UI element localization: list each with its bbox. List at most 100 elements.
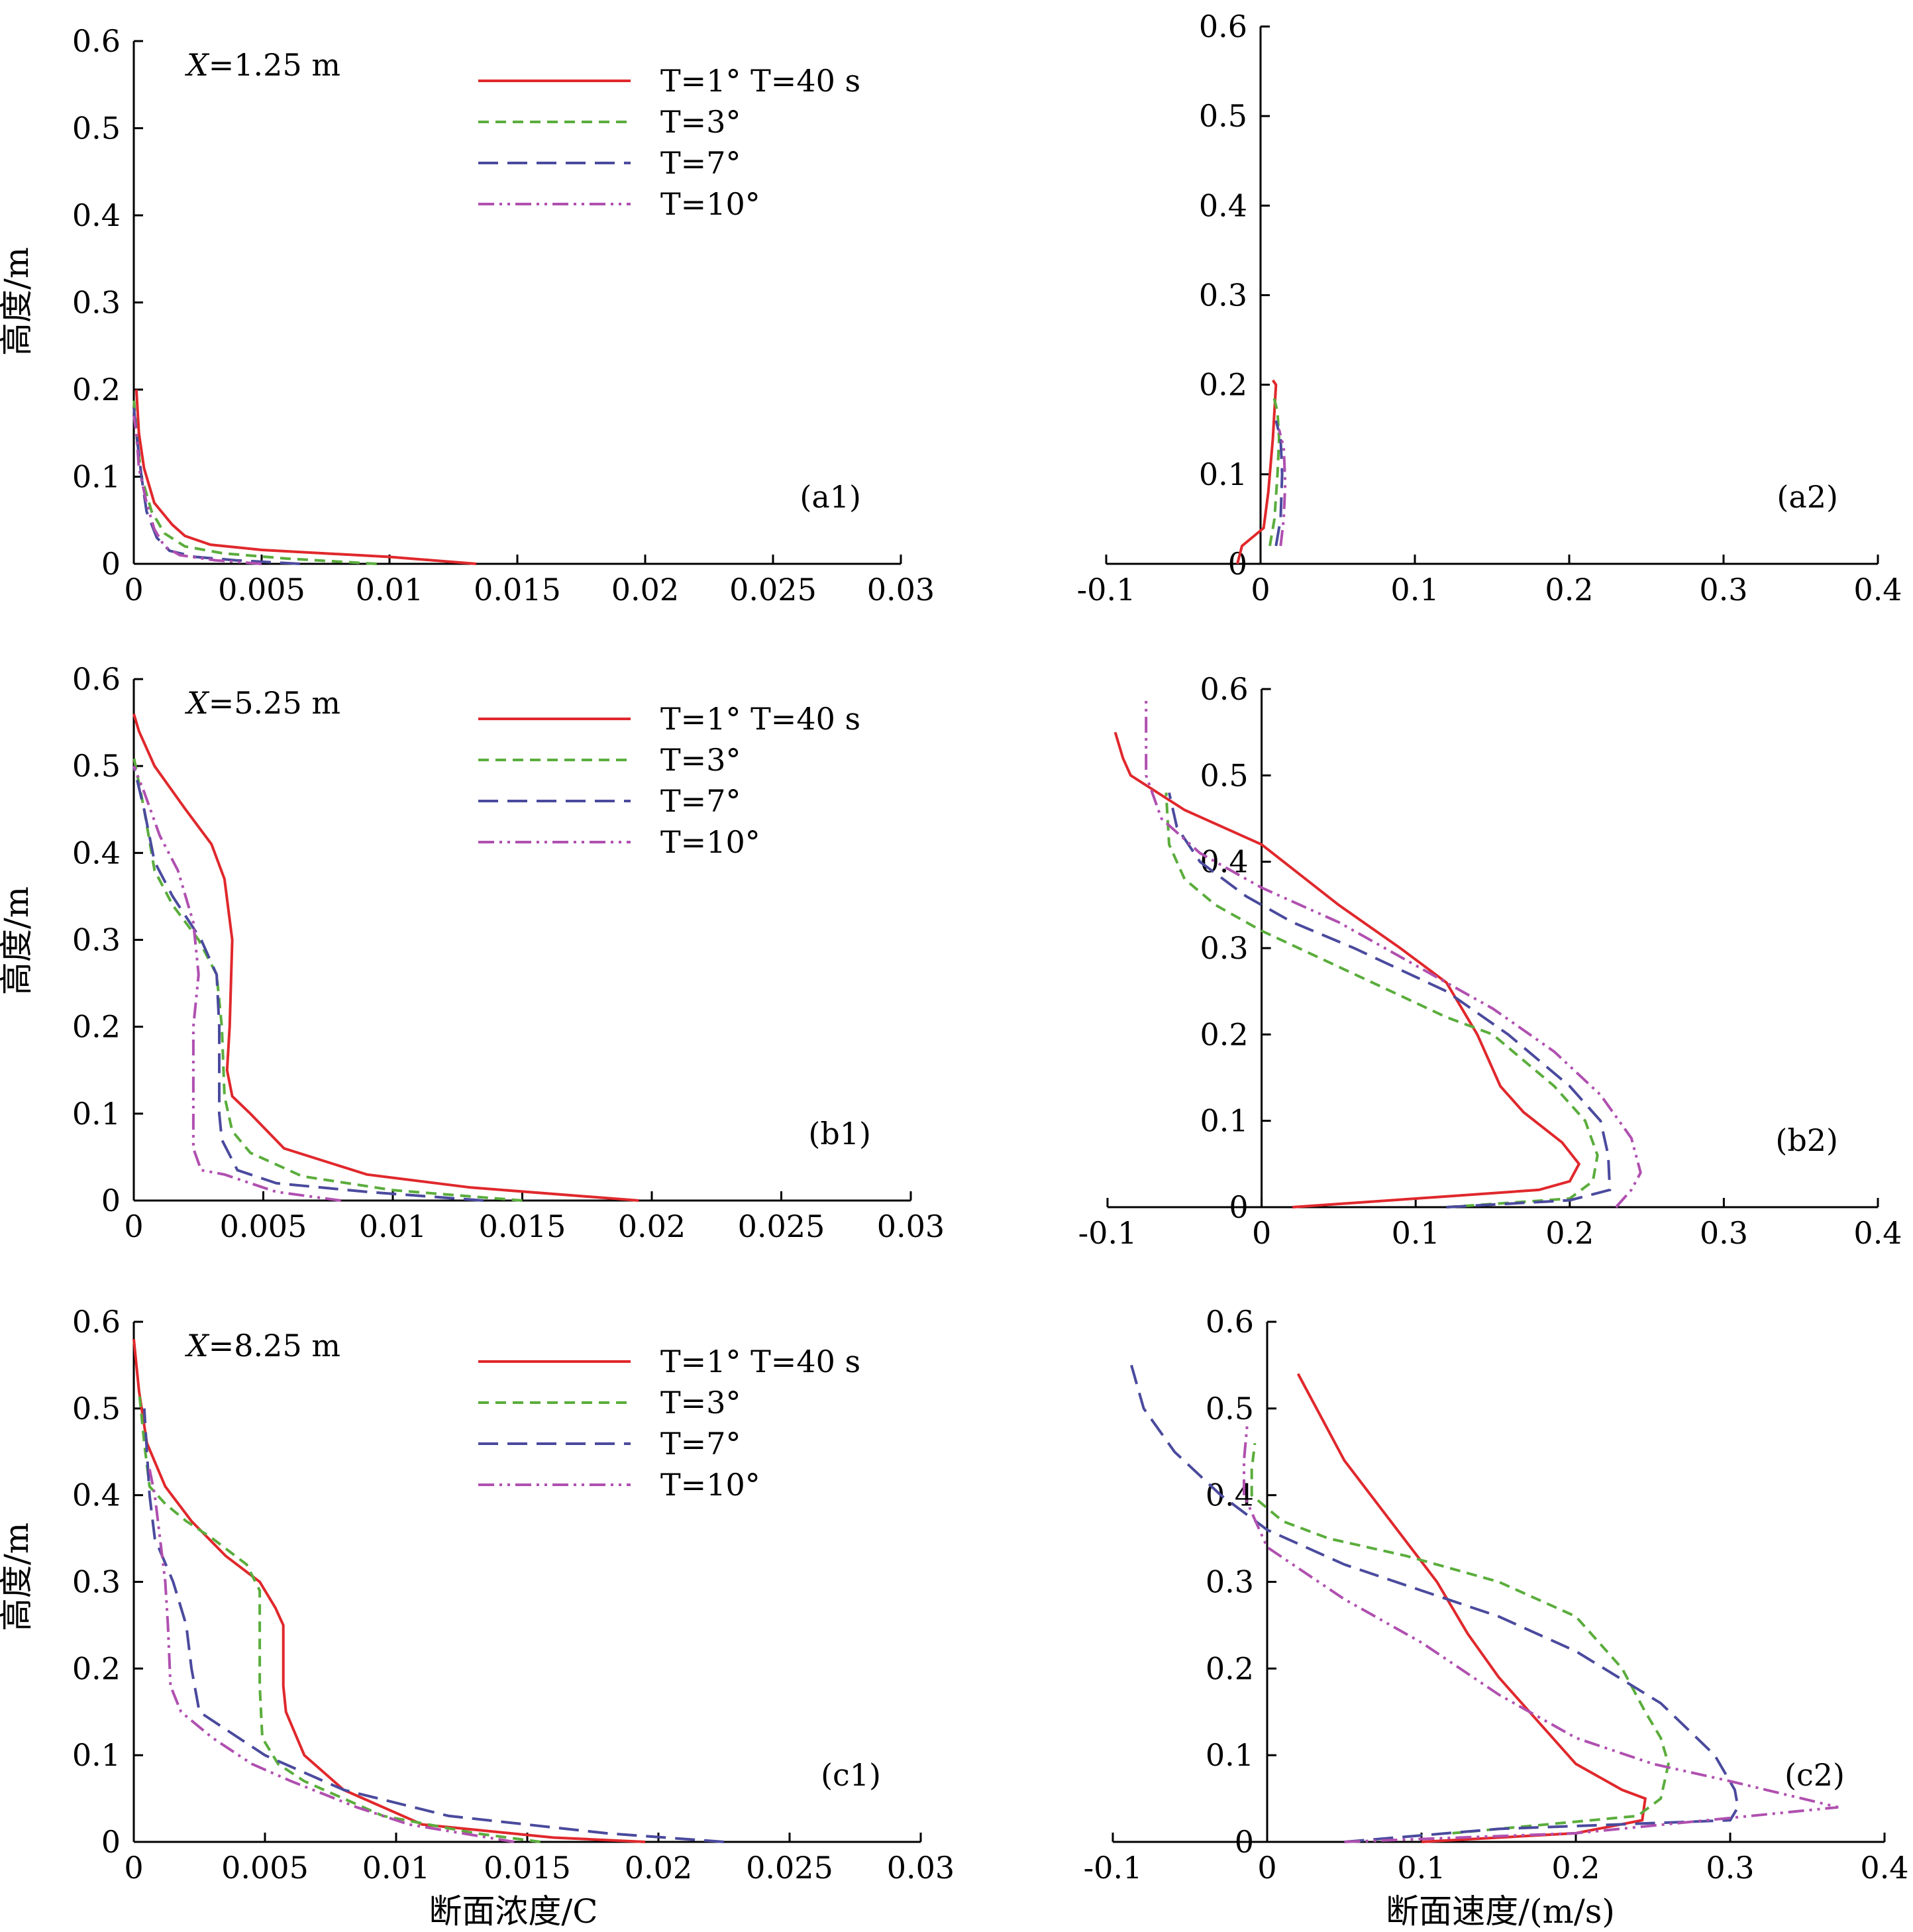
series-line-3 [1274, 420, 1284, 547]
x-tick-label: -0.1 [1084, 1850, 1143, 1886]
legend-label-2: T=3° [660, 742, 741, 778]
y-tick-label: 0.6 [72, 1304, 121, 1340]
x-tick-label: 0.1 [1390, 572, 1439, 608]
x-tick-label: 0.01 [356, 572, 423, 608]
series-line-4 [132, 415, 262, 565]
x-tick-label: 0.3 [1706, 1850, 1754, 1886]
y-tick-label: 0.6 [1206, 1304, 1254, 1340]
series-line-4 [1278, 429, 1287, 547]
y-tick-label: 0.3 [1206, 1564, 1254, 1600]
x-tick-label: 0.1 [1392, 1215, 1440, 1251]
y-tick-label: 0.1 [1199, 456, 1247, 492]
y-tick-label: 0.2 [1200, 1016, 1248, 1052]
legend-label-4: T=10° [660, 186, 760, 222]
y-tick-label: 0 [1235, 1824, 1254, 1860]
x-tick-label: 0.2 [1551, 1850, 1600, 1886]
y-tick-label: 0.2 [72, 372, 121, 407]
legend-label-2: T=3° [660, 104, 741, 140]
series-line-3 [132, 407, 301, 565]
position-label: X=8.25 m [185, 1328, 340, 1364]
x-tick-label: 0 [1251, 572, 1270, 608]
position-variable: X [185, 47, 210, 83]
chart-panel-b1: 0 0.1 0.2 0.3 0.4 0.5 0.6 0 0.005 0.01 0.015 0.02 0.… [72, 661, 945, 1244]
legend-label-4: T=10° [660, 1467, 760, 1503]
chart-panel-a1: 0 0.1 0.2 0.3 0.4 0.5 0.6 0 0.005 0.01 0.015 0.02 0.… [72, 23, 935, 608]
position-value: =5.25 m [209, 685, 340, 721]
y-tick-label: 0.2 [1206, 1650, 1254, 1686]
y-tick-label: 0.5 [1206, 1391, 1254, 1426]
y-tick-label: 0.3 [1199, 278, 1247, 313]
series-line-1 [1113, 731, 1581, 1208]
y-tick-label: 0.1 [72, 459, 121, 495]
x-tick-label: 0.4 [1860, 1850, 1908, 1886]
series-line-2 [1268, 393, 1281, 547]
y-tick-label: 0.6 [1199, 9, 1247, 44]
series-line-3 [142, 1408, 725, 1843]
x-tick-label: 0.005 [221, 1850, 309, 1886]
series-line-4 [132, 765, 342, 1202]
y-axis-label-a: 高度/m [0, 247, 36, 356]
panel-label: (c1) [821, 1757, 881, 1793]
chart-panel-b2: 0 0.1 0.2 0.3 0.4 0.5 0.6 -0.1 0 0.1 0.2 0.3 0.4 (b2) [1078, 671, 1902, 1251]
x-tick-label: 0.3 [1699, 572, 1747, 608]
y-tick-label: 0.3 [72, 1564, 121, 1600]
legend-label-1: T=1° T=40 s [660, 701, 860, 737]
y-tick-label: 0 [101, 1824, 121, 1860]
position-variable: X [185, 685, 210, 721]
x-tick-label: 0.005 [218, 572, 305, 608]
y-tick-label: 0.4 [72, 835, 121, 871]
y-tick-label: 0.5 [72, 111, 121, 146]
x-axis-label-velocity: 断面速度/(m/s) [1386, 1892, 1615, 1931]
x-tick-label: 0.03 [867, 572, 935, 608]
legend-label-3: T=7° [660, 145, 741, 181]
x-tick-label: 0.1 [1397, 1850, 1445, 1886]
x-tick-label: 0.005 [220, 1208, 307, 1244]
x-tick-label: 0.02 [618, 1208, 686, 1244]
series-line-2 [1164, 792, 1599, 1208]
y-tick-label: 0.3 [1200, 930, 1248, 966]
x-tick-label: 0.3 [1700, 1215, 1748, 1251]
series-line-3 [1130, 1364, 1739, 1843]
series-line-1 [132, 1338, 646, 1843]
y-tick-label: 0.6 [72, 23, 121, 59]
x-tick-label: 0 [124, 572, 143, 608]
y-tick-label: 0.5 [72, 748, 121, 784]
legend-label-4: T=10° [660, 824, 760, 860]
series-line-3 [1168, 792, 1612, 1208]
y-tick-label: 0.4 [72, 1477, 121, 1513]
panel-label: (b2) [1775, 1122, 1838, 1158]
x-tick-label: 0.02 [611, 572, 679, 608]
series-line-2 [137, 1391, 541, 1843]
y-tick-label: 0.6 [72, 661, 121, 697]
y-tick-label: 0.3 [72, 285, 121, 321]
chart-panel-a2: 00.10.20.30.40.50.6-0.1 0 0.1 0.2 0.3 0.4(a2) [1077, 9, 1902, 608]
panel-label: (a2) [1777, 479, 1838, 515]
legend-label-3: T=7° [660, 1426, 741, 1462]
position-value: =8.25 m [209, 1328, 340, 1364]
y-tick-label: 0.2 [1199, 367, 1247, 403]
panel-label: (a1) [800, 479, 861, 515]
position-label: X=1.25 m [185, 47, 340, 83]
legend-label-2: T=3° [660, 1385, 741, 1421]
x-axis-label-concentration: 断面浓度/C [429, 1892, 597, 1931]
position-variable: X [185, 1328, 210, 1364]
series-line-1 [132, 713, 639, 1202]
y-tick-label: 0.3 [72, 922, 121, 958]
y-tick-label: 0.6 [1200, 671, 1248, 707]
x-tick-label: 0.4 [1853, 1215, 1902, 1251]
y-tick-label: 0 [101, 1183, 121, 1218]
series-line-3 [132, 765, 484, 1202]
x-tick-label: 0.025 [738, 1208, 825, 1244]
position-label: X=5.25 m [185, 685, 340, 721]
x-tick-label: 0 [124, 1208, 143, 1244]
y-tick-label: 0.1 [72, 1737, 121, 1773]
x-tick-label: 0.015 [479, 1208, 566, 1244]
y-tick-label: 0.1 [1200, 1103, 1248, 1139]
y-tick-label: 0.5 [1199, 98, 1247, 134]
legend-label-1: T=1° T=40 s [660, 63, 860, 99]
series-line-1 [134, 389, 477, 565]
x-tick-label: 0.025 [729, 572, 817, 608]
y-tick-label: 0.2 [72, 1650, 121, 1686]
x-tick-label: -0.1 [1077, 572, 1136, 608]
